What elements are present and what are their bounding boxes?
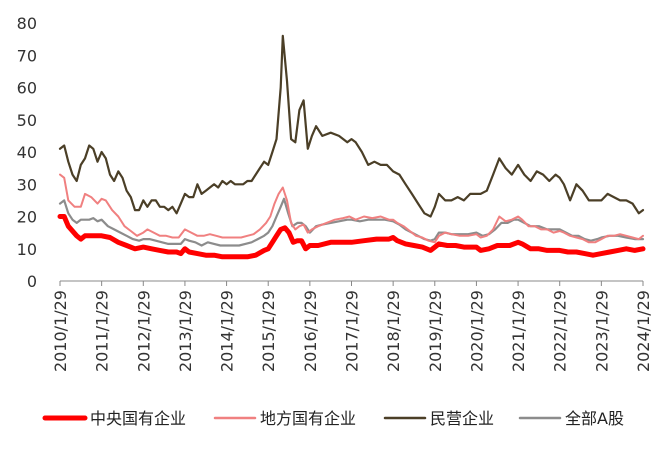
x-tick-label: 2013/1/29: [176, 290, 195, 372]
series-layer: [57, 34, 646, 260]
y-tick-label: 10: [17, 240, 37, 259]
x-tick-label: 2014/1/29: [218, 290, 237, 372]
legend: 中央国有企业 地方国有企业 民营企业 全部A股: [42, 409, 624, 428]
y-tick-label: 50: [17, 111, 37, 130]
x-tick-label: 2016/1/29: [301, 290, 320, 372]
x-tick-label: 2021/1/29: [509, 290, 528, 372]
y-tick-label: 0: [27, 272, 37, 291]
y-tick-label: 40: [17, 143, 37, 162]
x-tick-label: 2022/1/29: [551, 290, 570, 372]
x-tick-label: 2020/1/29: [467, 290, 486, 372]
x-tick-label: 2019/1/29: [426, 290, 445, 372]
y-tick-label: 70: [17, 46, 37, 65]
x-tick-label: 2017/1/29: [343, 290, 362, 372]
series-line-1: [59, 173, 644, 244]
legend-label: 地方国有企业: [260, 409, 356, 428]
legend-label: 中央国有企业: [90, 409, 186, 428]
y-tick-label: 80: [17, 14, 37, 33]
x-tick-label: 2018/1/29: [384, 290, 403, 372]
y-tick-label: 60: [17, 79, 37, 98]
x-tick-label: 2023/1/29: [592, 290, 611, 372]
x-axis: 2010/1/29 2011/1/29 2012/1/29 2013/1/29 2014…: [51, 280, 653, 372]
x-tick-label: 2015/1/29: [259, 290, 278, 372]
legend-label: 民营企业: [430, 409, 494, 428]
y-tick-label: 30: [17, 175, 37, 194]
y-tick-label: 20: [17, 208, 37, 227]
x-tick-label: 2011/1/29: [93, 290, 112, 372]
x-tick-label: 2024/1/29: [634, 290, 653, 372]
series-line-0: [57, 214, 646, 260]
x-tick-label: 2010/1/29: [51, 290, 70, 372]
series-line-2: [58, 34, 645, 218]
y-axis: 0 10 20 30 40 50 60 70 80: [17, 14, 37, 291]
x-tick-label: 2012/1/29: [134, 290, 153, 372]
legend-label: 全部A股: [565, 409, 624, 428]
